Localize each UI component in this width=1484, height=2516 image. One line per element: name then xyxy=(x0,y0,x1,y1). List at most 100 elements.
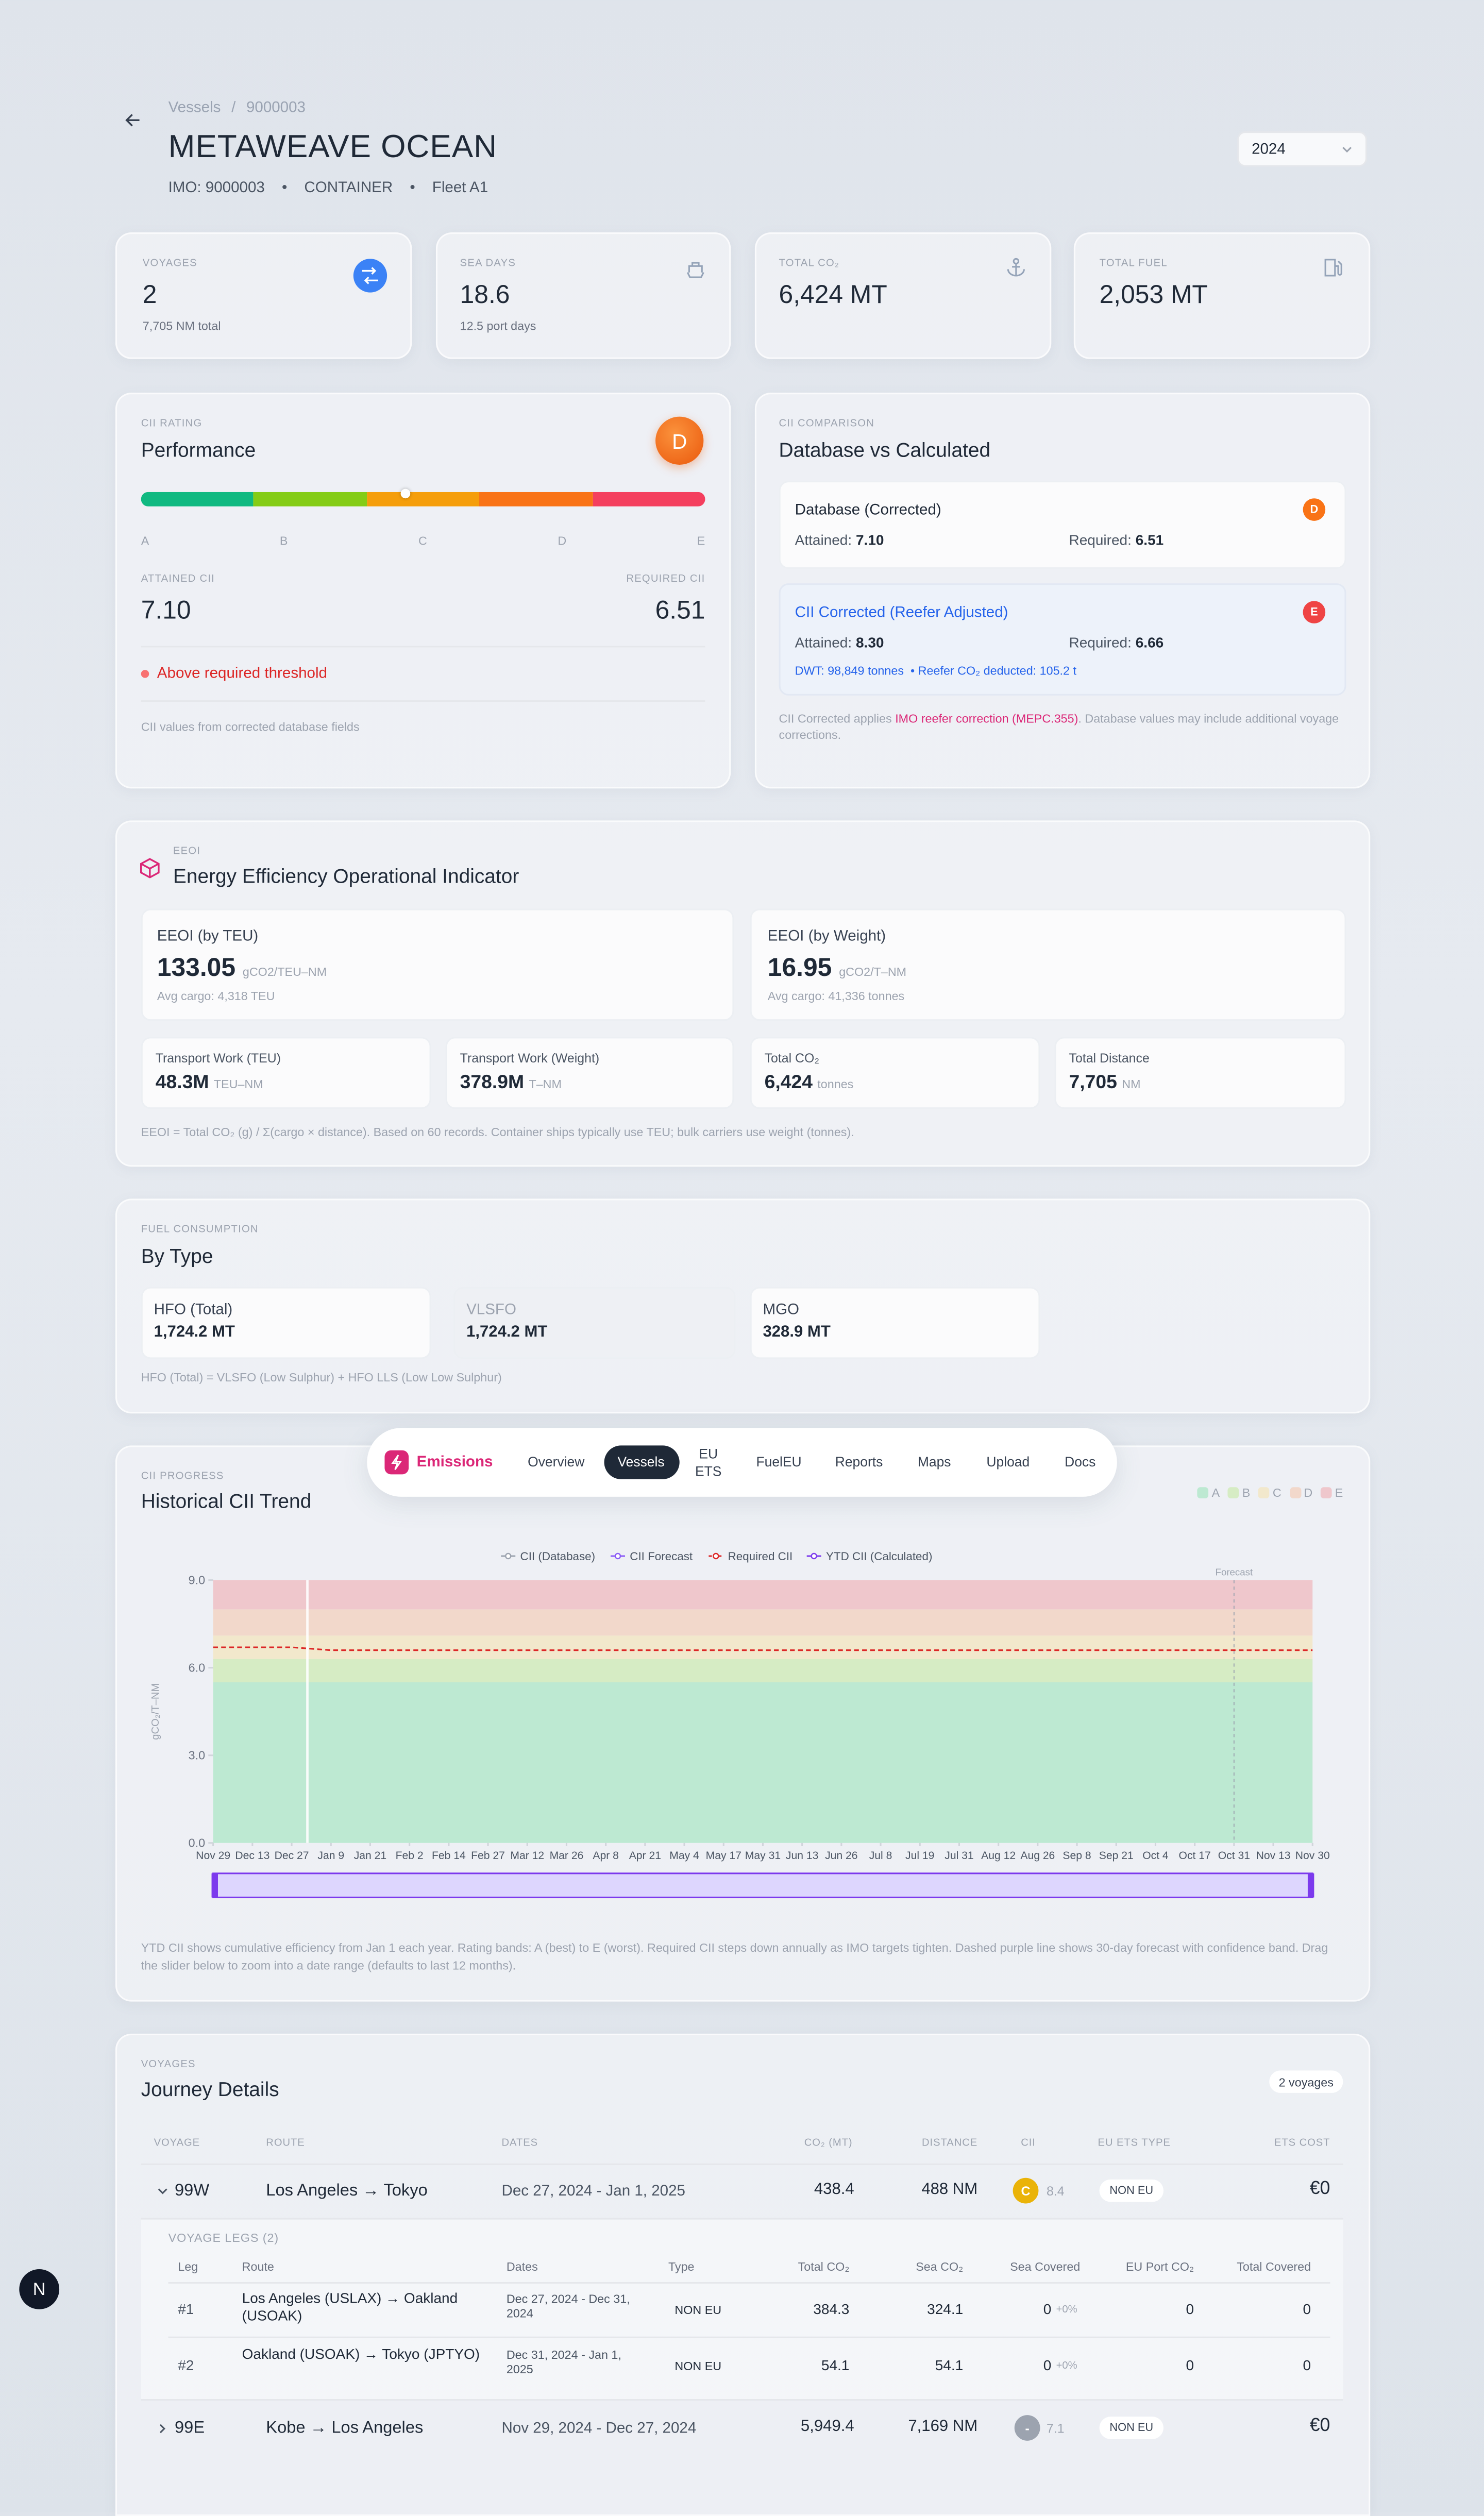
vessel-type: CONTAINER xyxy=(304,179,393,197)
stat-value: 18.6 xyxy=(460,282,510,310)
required: Required: 6.66 xyxy=(1069,635,1164,652)
legend-swatch xyxy=(1258,1487,1270,1499)
x-tick-label: Feb 27 xyxy=(471,1850,505,1862)
range-slider xyxy=(212,1872,1313,1899)
year-value: 2024 xyxy=(1252,141,1286,159)
rating-band xyxy=(213,1580,1313,1610)
expand-toggle[interactable] xyxy=(157,2423,168,2435)
nav-item[interactable]: Maps xyxy=(917,1453,951,1470)
metric-value: 378.9M T–NM xyxy=(460,1071,562,1094)
nav-brand[interactable]: Emissions xyxy=(416,1453,493,1472)
table-header[interactable]: ROUTE xyxy=(266,2138,305,2149)
grade-badge: D xyxy=(1303,498,1326,521)
metric-label: Total Distance xyxy=(1069,1051,1150,1066)
rating-band xyxy=(213,1635,1313,1659)
fuel-value: 328.9 MT xyxy=(763,1324,831,1342)
legs-title: VOYAGE LEGS (2) xyxy=(168,2231,279,2245)
unit: gCO2/TEU–NM xyxy=(242,965,327,980)
band-legend: A B C D E xyxy=(1197,1485,1343,1500)
leg-dates: Dec 31, 2024 - Jan 1, 2025 xyxy=(506,2348,621,2377)
breadcrumb-link[interactable]: Vessels xyxy=(168,99,221,117)
chart: 0.0 3.0 6.0 9.0 gCO₂/T–NM Forecast Nov 29 Dec 1… xyxy=(150,1550,1330,1899)
stat-value: 6,424 MT xyxy=(779,282,887,310)
attained-value: 7.10 xyxy=(141,598,191,625)
status-dot xyxy=(141,670,149,678)
note: HFO (Total) = VLSFO (Low Sulphur) + HFO … xyxy=(141,1370,502,1385)
legend-swatch xyxy=(1197,1487,1209,1499)
route: Kobe → Los Angeles xyxy=(266,2418,424,2438)
slider-handle xyxy=(211,1873,218,1898)
nav-active-pill xyxy=(604,1445,680,1479)
value: 16.95 xyxy=(767,955,832,983)
x-tick-label: Sep 8 xyxy=(1063,1850,1091,1862)
nav-item[interactable]: Overview xyxy=(528,1453,585,1470)
leg-sea-covered: 0 xyxy=(1043,2301,1052,2318)
metric-box: Total Distance 7,705 NM xyxy=(1054,1037,1346,1109)
fuel-value: 1,724.2 MT xyxy=(466,1324,548,1342)
x-tick-label: Nov 13 xyxy=(1256,1850,1291,1862)
x-tick-label: May 17 xyxy=(706,1850,741,1862)
label: Attained: xyxy=(795,634,852,651)
table-header[interactable]: CO₂ (MT) xyxy=(804,2138,853,2149)
leg-total-covered: 0 xyxy=(1303,2301,1311,2318)
leg-total-covered: 0 xyxy=(1303,2357,1311,2374)
nav-item[interactable]: Vessels xyxy=(617,1453,665,1470)
ets-cost: €0 xyxy=(1309,2417,1330,2436)
unit: tonnes xyxy=(817,1077,854,1092)
leg-id: #1 xyxy=(178,2301,194,2318)
chart-note: YTD CII shows cumulative efficiency from… xyxy=(141,1940,1328,1972)
stat-label: TOTAL CO₂ xyxy=(779,258,840,269)
expand-toggle[interactable] xyxy=(157,2186,168,2197)
year-select[interactable]: 2024 xyxy=(1237,131,1368,167)
scale-label: A xyxy=(141,533,149,548)
fuel-label: MGO xyxy=(763,1301,800,1319)
eyebrow: CII COMPARISON xyxy=(779,418,875,430)
table-header[interactable]: DATES xyxy=(501,2138,538,2149)
fleet: Fleet A1 xyxy=(432,179,488,197)
x-tick-label: Oct 17 xyxy=(1179,1850,1211,1862)
x-tick-label: Jul 8 xyxy=(869,1850,892,1862)
voyage-id: 99W xyxy=(175,2181,210,2201)
x-tick-label: Dec 27 xyxy=(275,1850,309,1862)
voyage-id: 99E xyxy=(175,2418,205,2438)
ets-type: NON EU xyxy=(1099,2417,1164,2439)
x-tick-label: Jul 19 xyxy=(905,1850,934,1862)
value: 6,424 xyxy=(764,1070,813,1093)
table-header[interactable]: DISTANCE xyxy=(921,2138,978,2149)
scale-label: D xyxy=(558,533,567,548)
avatar[interactable]: N xyxy=(19,2269,60,2309)
card-title: By Type xyxy=(141,1245,213,1268)
rating-segment xyxy=(254,492,367,506)
eyebrow: CII RATING xyxy=(141,418,203,430)
breadcrumb: Vessels / 9000003 xyxy=(168,99,306,117)
nav-item[interactable]: FuelEU xyxy=(756,1453,802,1470)
note-link[interactable]: IMO reefer correction (MEPC.355) xyxy=(895,711,1078,726)
table-header[interactable]: VOYAGE xyxy=(154,2138,200,2149)
table-header[interactable]: EU ETS TYPE xyxy=(1098,2138,1171,2149)
stat-label: TOTAL FUEL xyxy=(1099,258,1168,269)
x-tick-label: Feb 2 xyxy=(396,1850,424,1862)
nav-item[interactable]: EU ETS xyxy=(695,1445,722,1479)
value: 7.10 xyxy=(855,532,884,548)
divider xyxy=(141,700,705,702)
series-line xyxy=(213,1646,1313,1651)
leg-total-co2: 384.3 xyxy=(813,2301,850,2318)
nav-item[interactable]: Reports xyxy=(835,1453,883,1470)
x-tick-label: Mar 12 xyxy=(510,1850,544,1862)
cii-value: 8.4 xyxy=(1046,2184,1065,2199)
eeoi-main: EEOI (by TEU) 133.05 gCO2/TEU–NM Avg car… xyxy=(141,908,734,1021)
vessel-name: METAWEAVE OCEAN xyxy=(168,129,497,165)
nav-item[interactable]: Docs xyxy=(1065,1453,1096,1470)
table-header[interactable]: CII xyxy=(1021,2138,1036,2149)
distance: 7,169 NM xyxy=(908,2418,978,2436)
card-title: Database vs Calculated xyxy=(779,439,991,462)
nav-item[interactable]: Upload xyxy=(986,1453,1030,1470)
x-tick-label: Jan 21 xyxy=(354,1850,386,1862)
x-tick-label: Jul 31 xyxy=(945,1850,973,1862)
card-title: Performance xyxy=(141,439,256,462)
table-header[interactable]: ETS COST xyxy=(1274,2138,1330,2149)
x-tick-label: Mar 26 xyxy=(550,1850,584,1862)
attained-label: ATTAINED CII xyxy=(141,573,215,585)
back-button[interactable] xyxy=(123,111,142,130)
attained: Attained: 8.30 xyxy=(795,635,884,652)
